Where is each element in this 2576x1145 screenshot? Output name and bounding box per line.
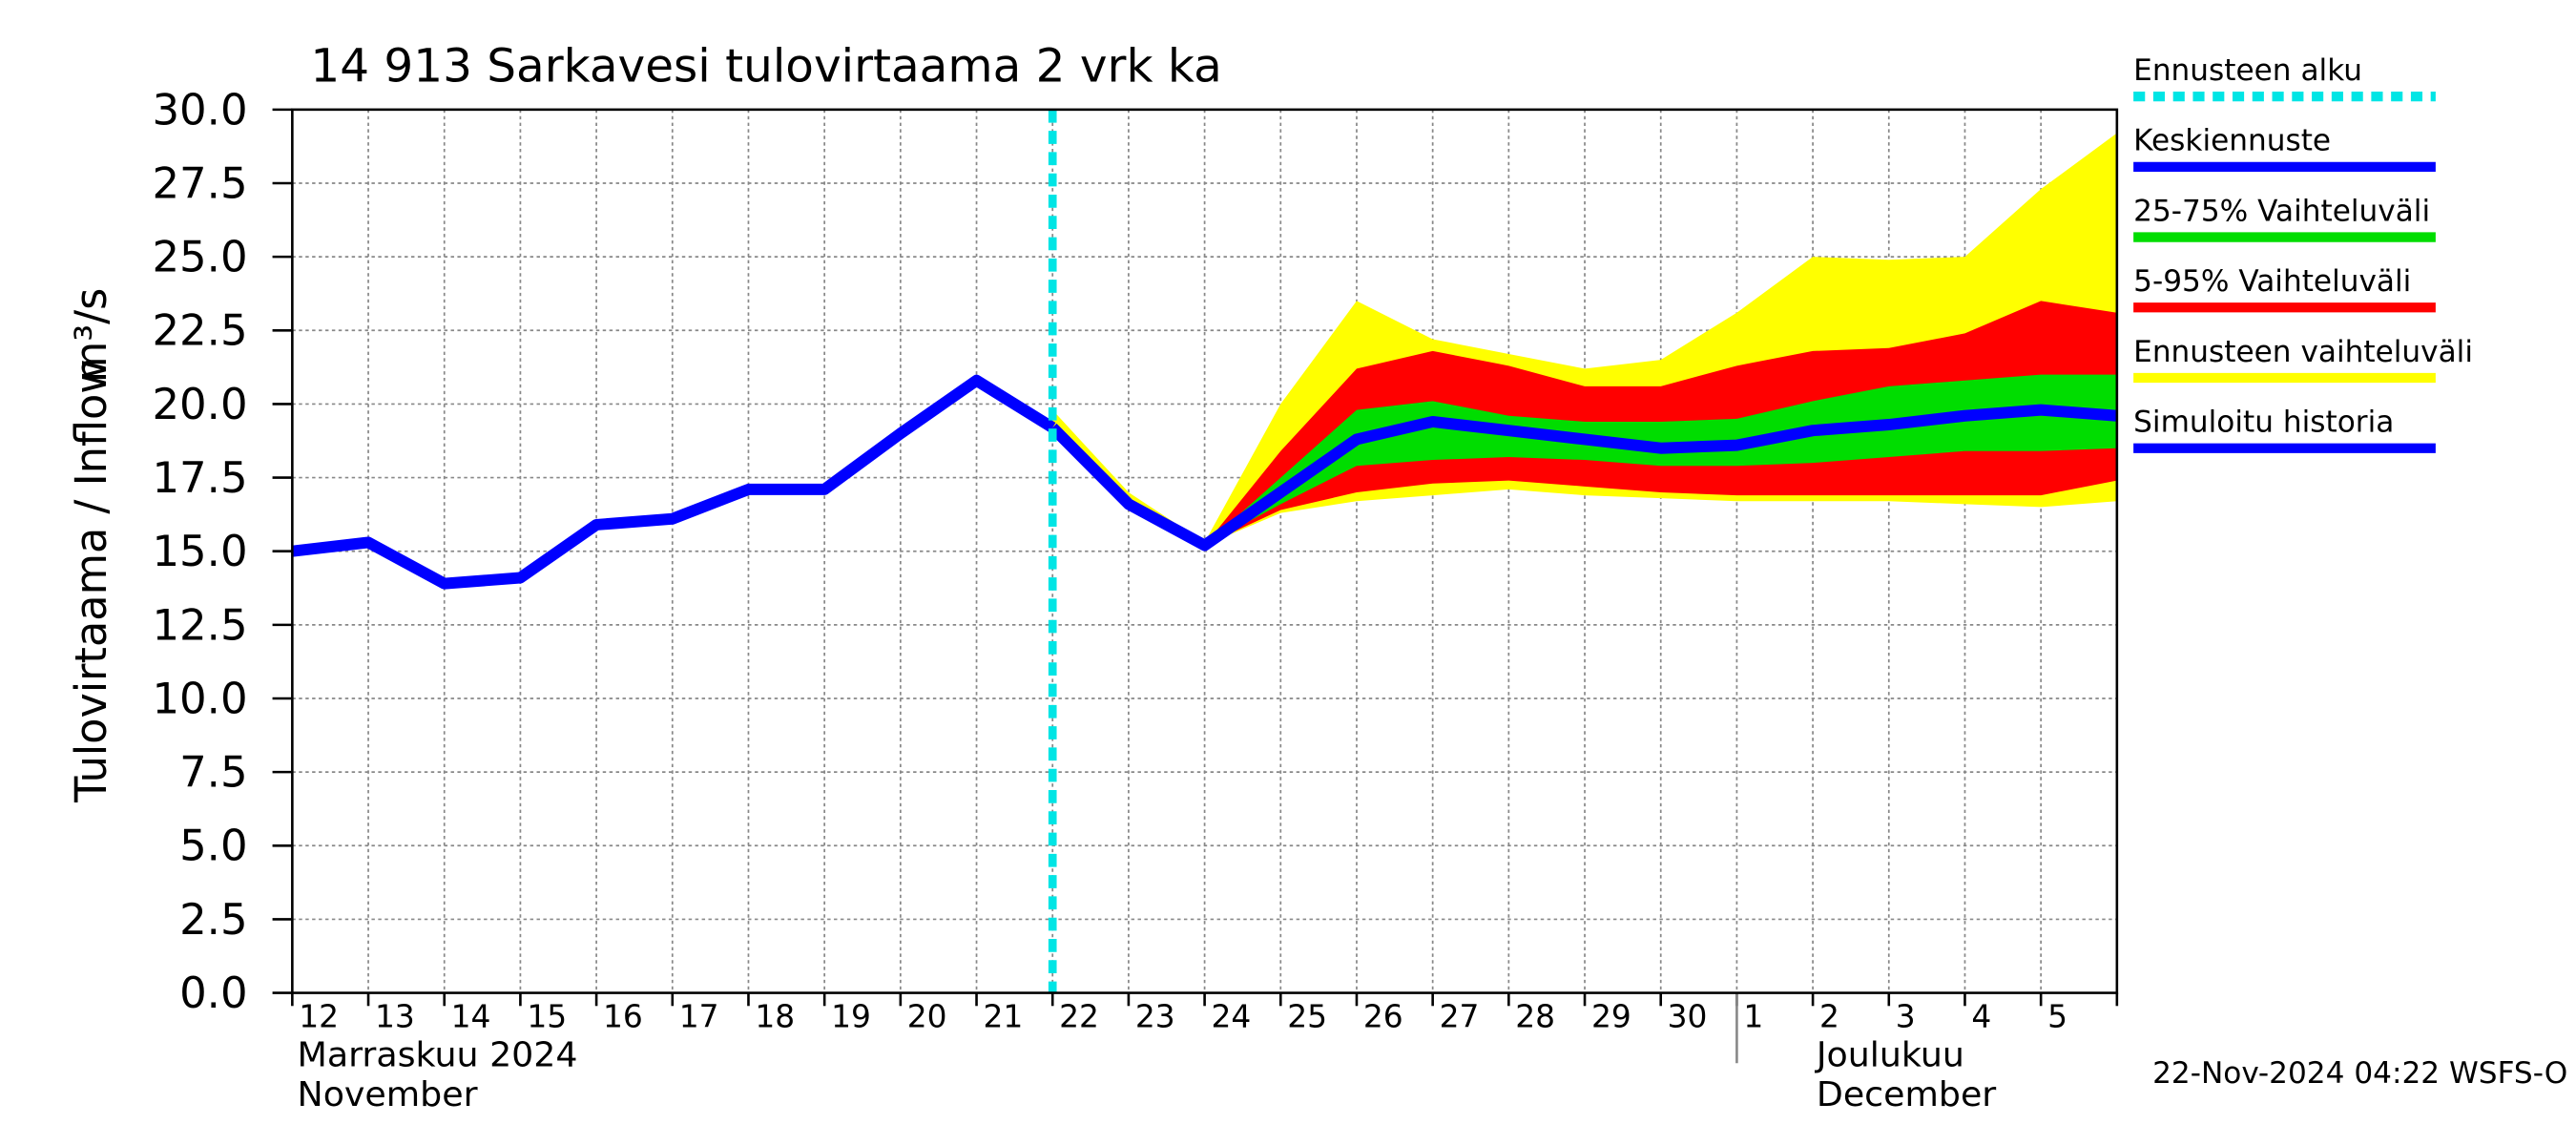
chart-title: 14 913 Sarkavesi tulovirtaama 2 vrk ka — [310, 40, 1221, 94]
x-tick-label: 25 — [1287, 999, 1327, 1035]
x-tick-label: 23 — [1135, 999, 1175, 1035]
footer: 22-Nov-2024 04:22 WSFS-O — [2152, 1056, 2567, 1091]
x-tick-label: 21 — [983, 999, 1023, 1035]
x-tick-label: 20 — [907, 999, 947, 1035]
legend-label: Simuloitu historia — [2133, 406, 2394, 440]
y-tick-label: 20.0 — [152, 379, 247, 429]
x-tick-label: 27 — [1440, 999, 1480, 1035]
month-label: November — [298, 1073, 478, 1114]
y-tick-label: 5.0 — [179, 821, 248, 871]
y-tick-label: 10.0 — [152, 674, 247, 724]
x-tick-label: 19 — [831, 999, 871, 1035]
x-tick-label: 1 — [1743, 999, 1763, 1035]
y-tick-label: 0.0 — [179, 968, 248, 1018]
y-tick-label: 17.5 — [152, 452, 247, 503]
y-tick-label: 12.5 — [152, 599, 247, 650]
x-tick-label: 24 — [1212, 999, 1252, 1035]
y-axis-label: Tulovirtaama / Inflow — [66, 359, 116, 803]
y-tick-label: 27.5 — [152, 158, 247, 209]
month-label: December — [1817, 1073, 1997, 1114]
y-tick-label: 25.0 — [152, 232, 247, 282]
x-tick-label: 4 — [1971, 999, 1991, 1035]
y-tick-label: 15.0 — [152, 526, 247, 576]
x-tick-label: 16 — [603, 999, 643, 1035]
legend-label: Keskiennuste — [2133, 124, 2331, 158]
legend-label: 5-95% Vaihteluväli — [2133, 264, 2411, 299]
y-axis-unit: m³/s — [66, 288, 116, 383]
x-tick-label: 15 — [527, 999, 567, 1035]
legend-label: Ennusteen vaihteluväli — [2133, 335, 2473, 369]
x-tick-label: 14 — [451, 999, 491, 1035]
y-tick-label: 30.0 — [152, 84, 247, 135]
plot-frame — [291, 108, 2119, 994]
series-line — [1048, 404, 2118, 552]
x-tick-label: 28 — [1515, 999, 1555, 1035]
x-tick-label: 13 — [375, 999, 415, 1035]
y-tick-label: 2.5 — [179, 894, 248, 945]
x-tick-label: 29 — [1591, 999, 1631, 1035]
x-tick-label: 30 — [1668, 999, 1708, 1035]
x-tick-label: 26 — [1363, 999, 1403, 1035]
month-label: Joulukuu — [1815, 1034, 1964, 1075]
legend-label: Ennusteen alku — [2133, 53, 2362, 88]
x-tick-label: 2 — [1819, 999, 1839, 1035]
x-tick-label: 17 — [679, 999, 719, 1035]
x-tick-label: 3 — [1896, 999, 1916, 1035]
x-tick-label: 12 — [299, 999, 339, 1035]
x-tick-label: 22 — [1059, 999, 1099, 1035]
month-label: Marraskuu 2024 — [298, 1034, 578, 1075]
series-line — [291, 374, 1056, 590]
band-area — [1052, 374, 2117, 546]
x-tick-label: 18 — [755, 999, 795, 1035]
legend-label: 25-75% Vaihteluväli — [2133, 195, 2430, 229]
y-tick-label: 22.5 — [152, 305, 247, 356]
y-tick-label: 7.5 — [179, 747, 248, 798]
x-tick-label: 5 — [2047, 999, 2067, 1035]
